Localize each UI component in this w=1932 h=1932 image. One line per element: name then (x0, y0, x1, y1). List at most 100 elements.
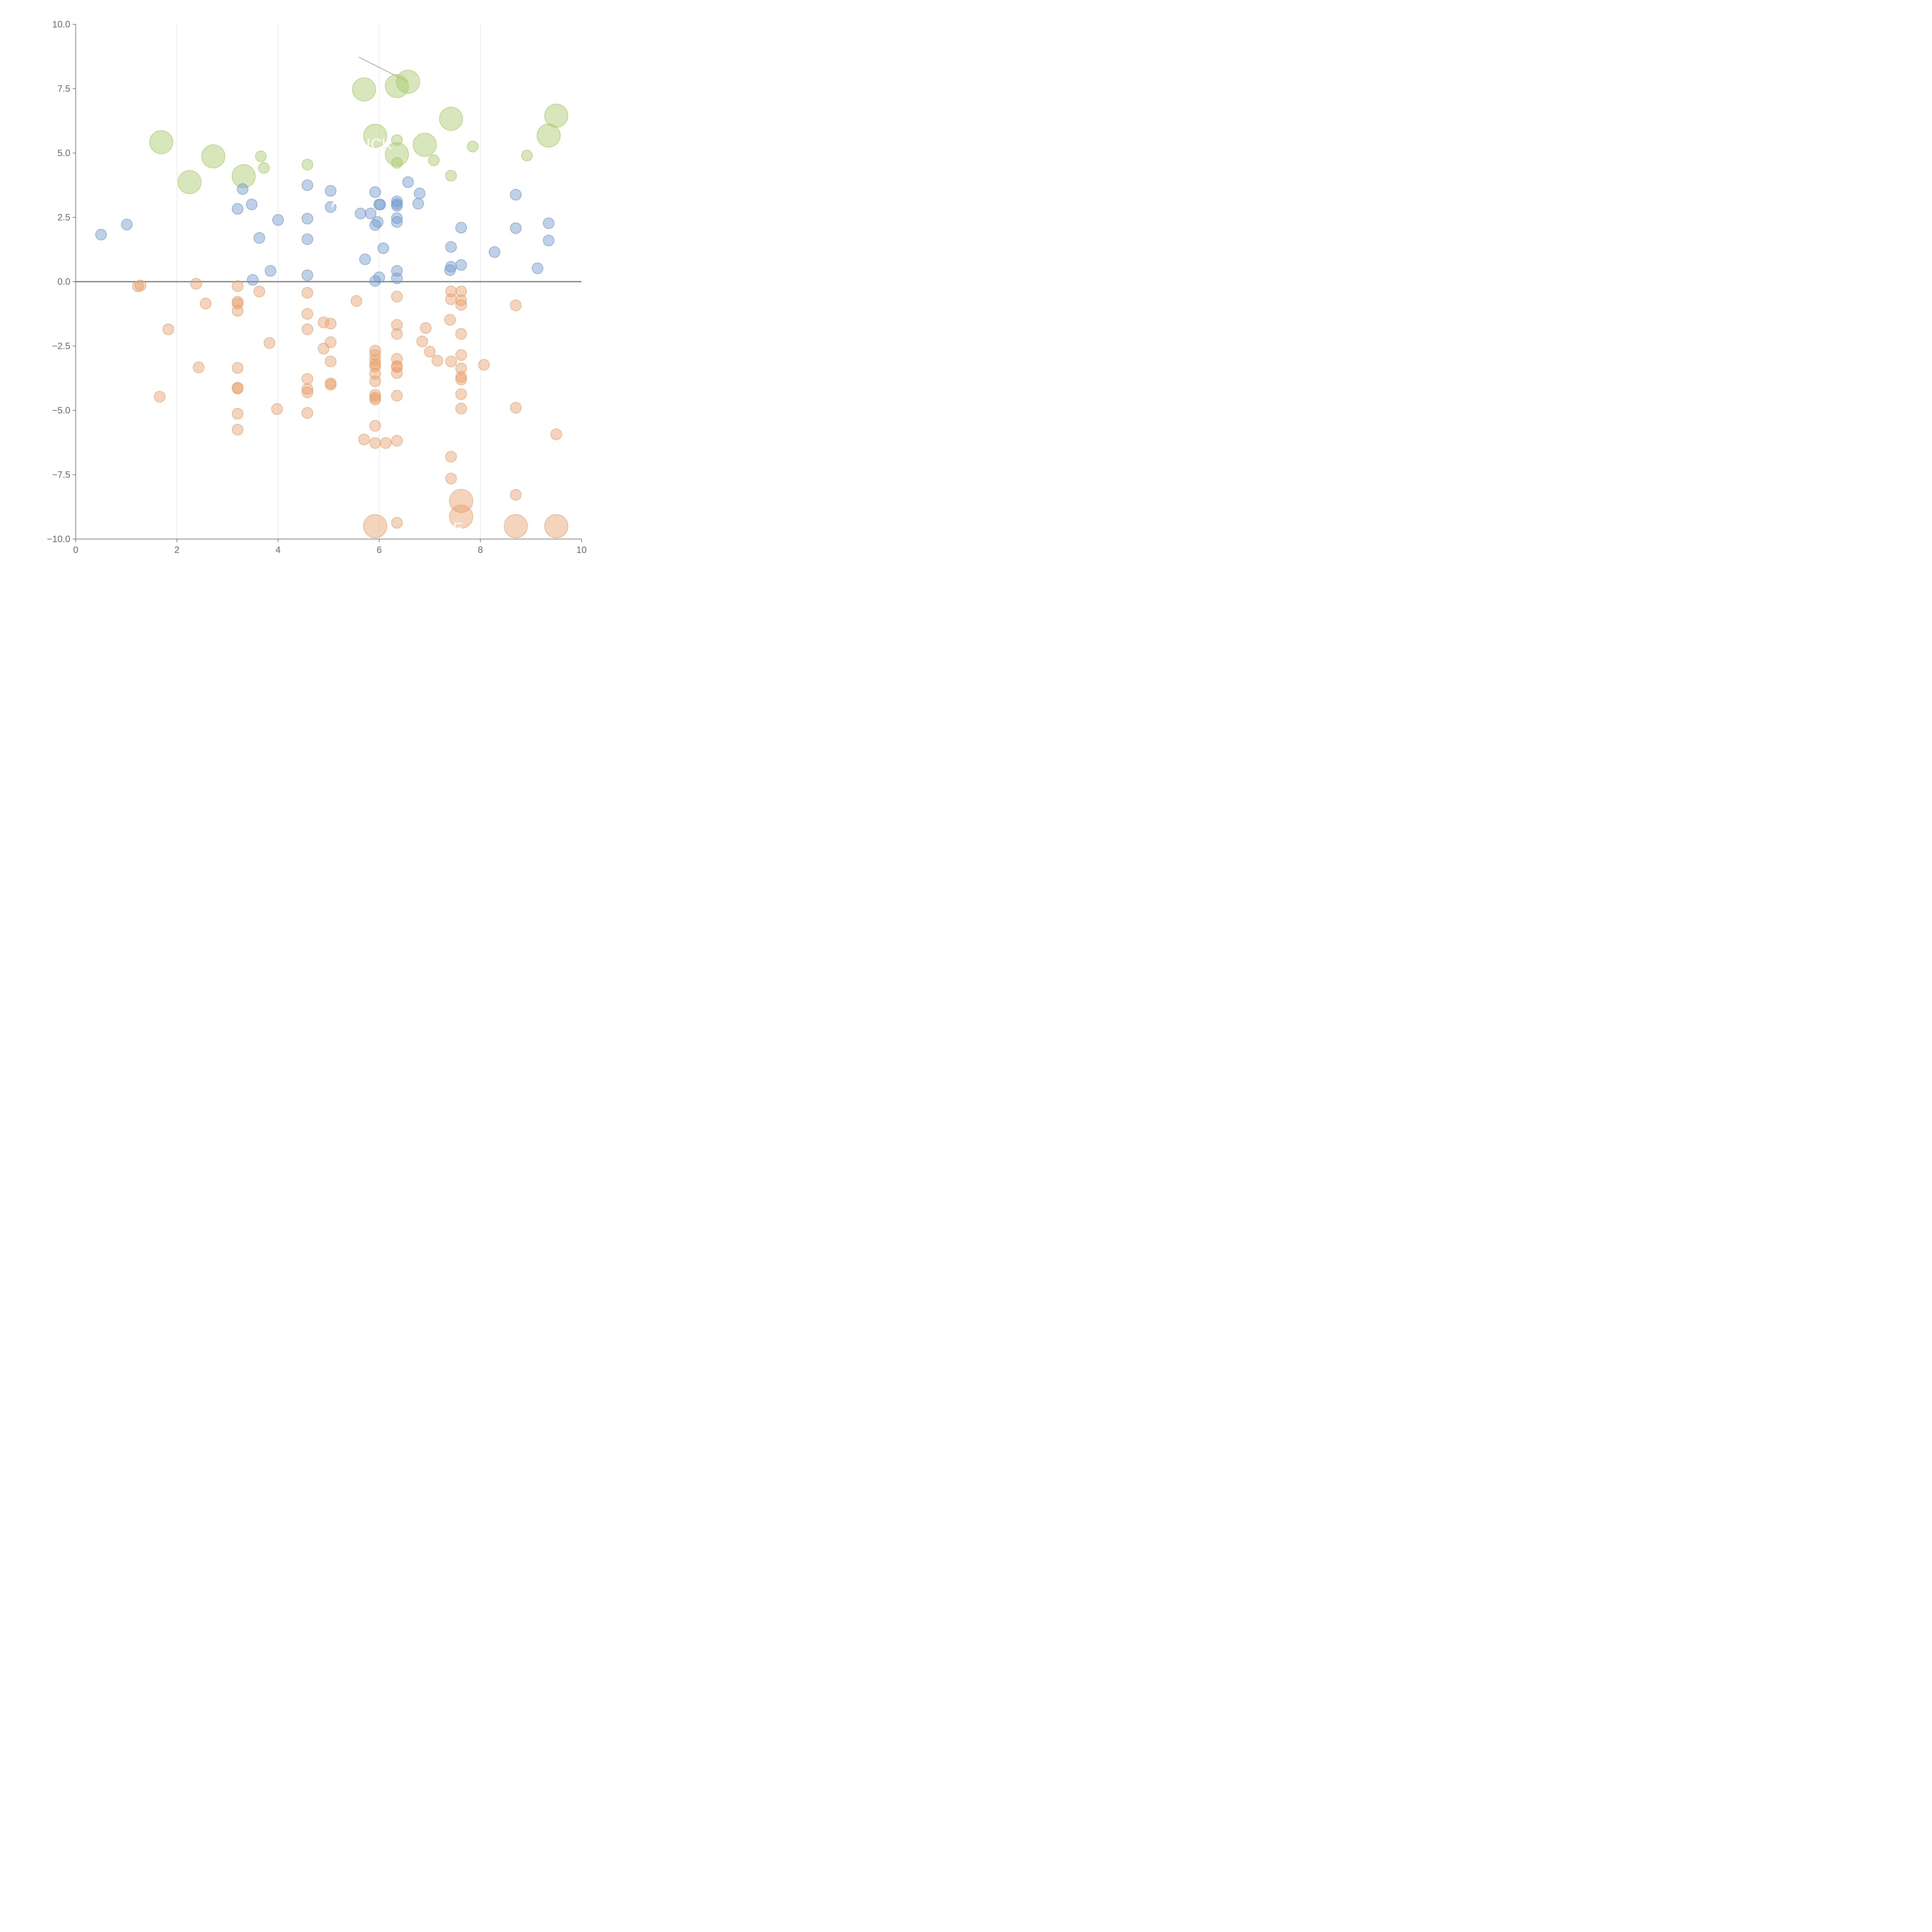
green-bubble (385, 142, 409, 167)
orange-bubble (232, 408, 243, 420)
orange-bubble (455, 388, 467, 400)
blue-bubble (414, 187, 425, 199)
orange-bubble (325, 318, 337, 330)
axes: 10.0 7.5 5.0 2.5 0.0 −2.5 −5.0 −7.5 −10.00 2 4 6 8 10 (47, 19, 587, 555)
y-tick-label: 10.0 (52, 19, 70, 30)
green-bubble (439, 107, 463, 131)
orange-bubble (325, 355, 337, 367)
green-bubble (537, 123, 561, 148)
blue-bubble (391, 196, 403, 207)
bubble-leader-line (162, 134, 169, 141)
green-bubble (544, 104, 568, 128)
x-tick-label: 8 (478, 545, 483, 555)
orange-bubble (325, 336, 337, 348)
x-tick-label: 4 (276, 545, 281, 555)
orange-bubble (301, 383, 313, 395)
blue-bubble (265, 265, 276, 277)
blue-bubble (237, 183, 248, 195)
orange-bubble (369, 420, 381, 432)
orange-bubble (510, 489, 522, 501)
blue-bubble (246, 199, 258, 210)
orange-bubble (455, 349, 467, 361)
orange-bubble (510, 402, 522, 414)
orange-bubble (391, 291, 403, 303)
blue-bubble (445, 261, 457, 273)
blue-bubble (301, 213, 313, 224)
green-bubble (391, 157, 403, 169)
bubble-leader-line (245, 175, 255, 183)
green-bubble (521, 150, 533, 162)
blue-bubble (455, 222, 467, 233)
y-tick-label: −5.0 (52, 405, 70, 416)
orange-bubble (416, 335, 428, 347)
blue-bubble (369, 186, 381, 198)
orange-bubble (253, 286, 265, 298)
orange-bubble (424, 346, 436, 357)
orange-bubble (318, 343, 330, 354)
blue-bubble (391, 200, 403, 212)
orange-bubble (391, 328, 403, 340)
blue-bubble (272, 214, 284, 226)
orange-bubble (369, 394, 381, 405)
orange-bubble (369, 437, 381, 449)
blue-bubble (365, 207, 376, 219)
blue-bubble (359, 253, 371, 265)
green-bubble (255, 150, 267, 162)
blue-bubble (95, 229, 107, 240)
blue-bubble (374, 199, 386, 210)
orange-bubble (449, 505, 473, 529)
blue-bubble (510, 189, 522, 201)
blue-bubble (121, 219, 133, 230)
orange-bubble (455, 403, 467, 415)
bubble-leader-line (414, 144, 425, 145)
orange-bubble (455, 286, 467, 298)
orange-bubble (232, 383, 243, 395)
orange-bubble (301, 407, 313, 419)
bubble-label: E (495, 520, 506, 537)
orange-bubble (445, 293, 457, 305)
green-bubble (149, 130, 173, 154)
blue-bubble (325, 185, 337, 197)
blue-bubble (301, 179, 313, 191)
orange-bubble (391, 361, 403, 373)
blue-bubble (402, 176, 414, 188)
orange-bubble (369, 354, 381, 366)
y-tick-label: 5.0 (58, 148, 70, 158)
green-bubble (363, 124, 387, 148)
orange-bubble (369, 375, 381, 387)
orange-bubble (162, 323, 174, 335)
orange-bubble (455, 299, 467, 311)
orange-bubble (369, 389, 381, 401)
blue-bubble (325, 201, 337, 213)
orange-bubble (380, 437, 392, 449)
blue-bubble (543, 218, 554, 229)
blue-bubble (355, 207, 366, 219)
orange-bubble (264, 337, 276, 349)
orange-bubble (391, 367, 403, 379)
blue-bubble (253, 232, 265, 244)
y-tick-label: 0.0 (58, 277, 70, 287)
green-bubble (231, 164, 256, 188)
orange-bubble (455, 374, 467, 385)
y-tick-label: −10.0 (47, 534, 70, 544)
orange-bubble (445, 473, 457, 485)
orange-bubble (193, 362, 204, 373)
x-tick-label: 6 (377, 545, 382, 555)
x-tick-label: 10 (577, 545, 587, 555)
bubble-leader-line (398, 81, 420, 85)
orange-bubble (420, 322, 432, 334)
blue-bubble (391, 272, 403, 284)
orange-bubble (391, 390, 403, 401)
orange-bubble (369, 358, 381, 370)
orange-bubble (363, 514, 387, 538)
orange-bubble (432, 355, 443, 367)
orange-bubble (391, 319, 403, 331)
orange-bubble (358, 434, 370, 446)
bubble-label: ICK (366, 136, 392, 153)
orange-bubble (200, 298, 212, 310)
annotation-leader-line (359, 57, 407, 82)
green-bubble (177, 170, 202, 194)
y-tick-label: −7.5 (52, 470, 70, 480)
bubble-leader-line (550, 108, 556, 115)
orange-bubble (190, 278, 202, 290)
